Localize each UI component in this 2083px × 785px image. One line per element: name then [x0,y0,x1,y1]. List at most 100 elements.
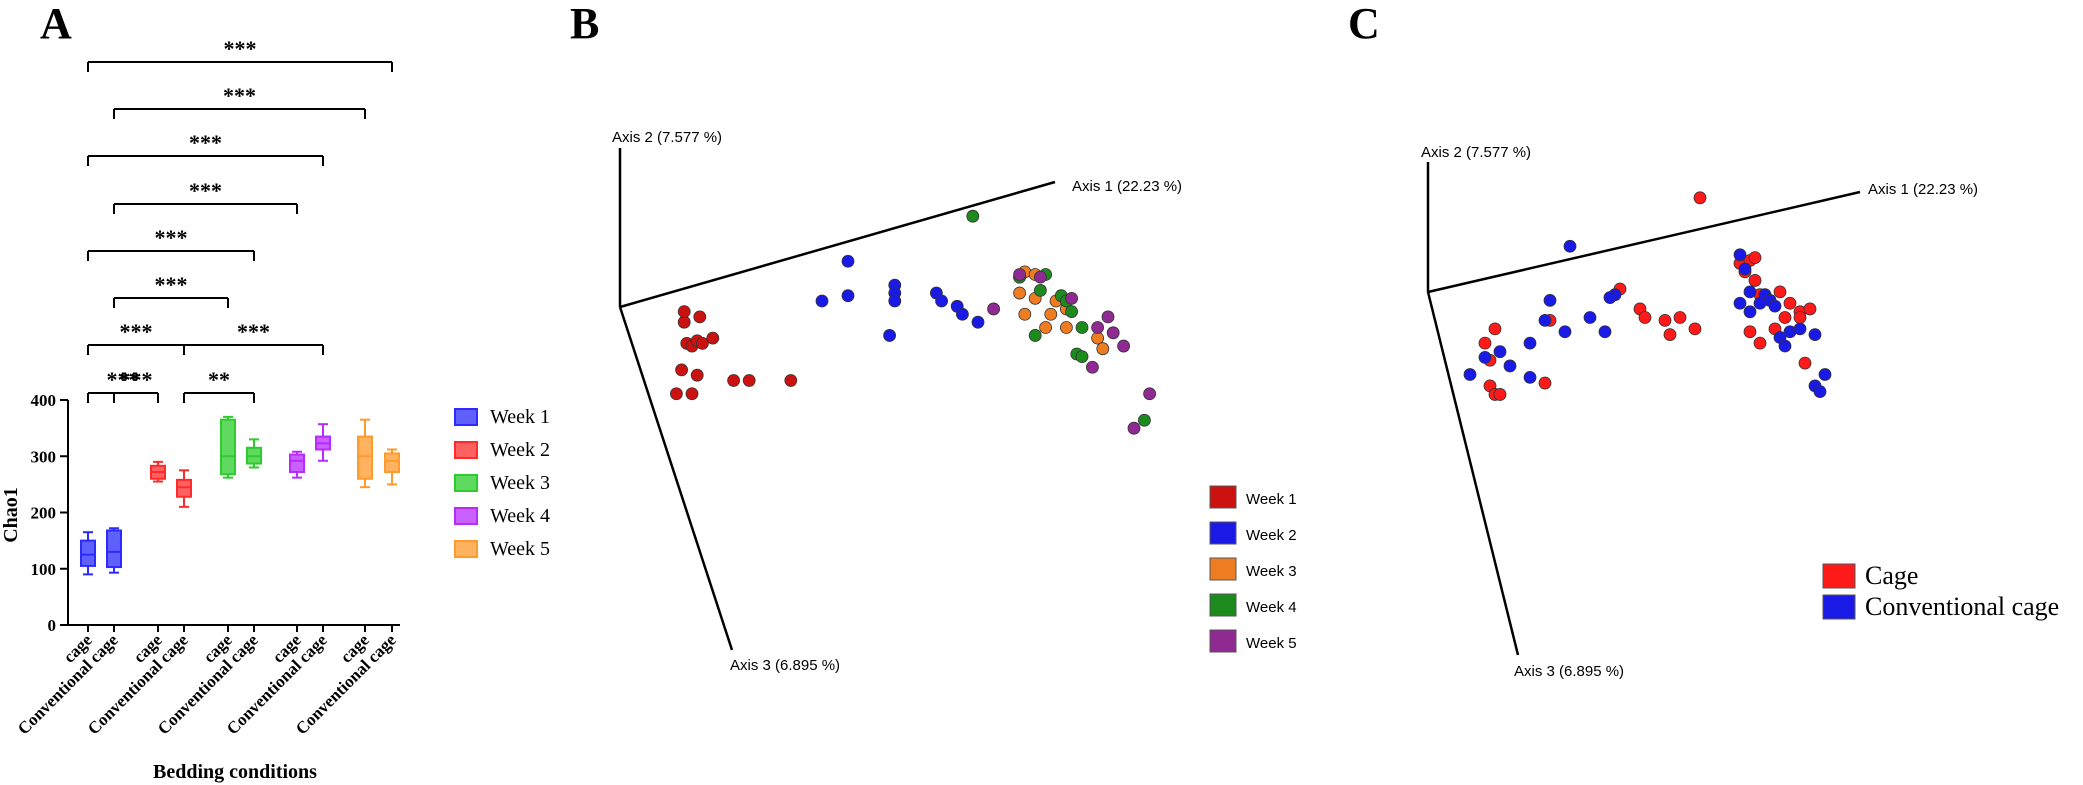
point-week-5 [1101,310,1115,324]
point-week-2 [883,329,896,342]
significance-bracket: *** [87,225,255,261]
point-conventional-cage [1538,313,1552,327]
point-week-1 [675,363,688,377]
point-conventional-cage [1818,368,1832,381]
pcoa-axes [618,148,1056,651]
legend-swatch [1822,563,1856,589]
point-conventional-cage [1793,322,1807,336]
box-3-conventional-cage [246,438,262,469]
legend-swatch [454,441,478,459]
legend-item: Week 2 [1209,521,1297,545]
point-conventional-cage [1768,299,1782,313]
legend-item: Cage [1822,561,1918,590]
point-week-1 [690,368,704,382]
panel-label-b: B [570,0,599,48]
point-week-1 [670,387,683,401]
legend-item: Week 3 [1209,557,1297,581]
box-5-conventional-cage [384,448,400,486]
legend-label: Week 3 [1246,563,1297,580]
point-conventional-cage [1478,350,1492,364]
point-week-3 [1018,307,1032,321]
point-cage [1743,325,1757,339]
point-cage [1748,274,1762,287]
significance-label: *** [237,319,270,344]
legend-label: Week 2 [1246,527,1297,544]
legend-swatch [1209,521,1237,545]
point-week-1 [727,374,740,387]
point-conventional-cage [1463,368,1477,381]
axis-2-label: Axis 2 (7.577 %) [1421,144,1531,161]
point-conventional-cage [1743,305,1757,319]
box-iqr [80,539,96,567]
pcoa-axes [1426,162,1861,656]
box-iqr [176,478,192,498]
significance-bracket: *** [113,178,298,214]
point-cage [1658,313,1672,327]
significance-label: *** [120,319,153,344]
point-cage [1803,302,1817,316]
legend-item: Week 3 [454,472,550,494]
significance-label: *** [223,83,256,108]
point-week-3 [1039,321,1052,334]
point-week-5 [987,302,1000,316]
legend-item: Week 4 [1209,593,1297,617]
legend-item: Week 1 [1209,485,1297,509]
y-axis-label: Chao1 [0,487,22,543]
significance-label: *** [155,225,188,250]
significance-label: *** [224,36,257,61]
point-cage [1478,336,1492,350]
pcoa-plot-week: Axis 1 (22.23 %) Axis 2 (7.577 %) Axis 3… [612,129,1297,674]
significance-label: *** [155,272,188,297]
legend-item: Week 2 [454,439,550,461]
point-week-3 [1044,307,1058,321]
pcoa-plot-bedding: Axis 1 (22.23 %) Axis 2 (7.577 %) Axis 3… [1421,144,2059,680]
axis-1-label: Axis 1 (22.23 %) [1072,178,1182,195]
axis-1-label: Axis 1 (22.23 %) [1868,181,1978,198]
legend-swatch [1209,557,1237,581]
x-axis-label: Bedding conditions [153,761,317,783]
significance-label: *** [107,367,140,392]
point-cage [1783,296,1797,310]
axis-1-line [619,180,1056,309]
box-4-cage [289,450,305,479]
point-week-1 [693,310,707,324]
box-iqr [106,529,122,569]
legend-item: Week 4 [454,505,550,527]
point-week-1 [685,387,699,401]
point-cage [1798,356,1812,370]
point-cage [1748,251,1762,265]
significance-label: *** [120,367,153,392]
point-cage [1638,311,1652,324]
point-conventional-cage [1493,345,1507,359]
point-week-3 [1060,321,1073,334]
point-week-3 [1013,286,1026,300]
point-conventional-cage [1808,328,1822,342]
point-cage [1538,376,1552,390]
axis-1-line [1427,190,1861,294]
point-week-4 [1065,305,1078,319]
point-week-5 [1065,291,1078,305]
point-week-5 [1013,268,1026,281]
point-conventional-cage [1523,370,1537,384]
point-conventional-cage [1813,385,1827,399]
significance-label: *** [189,130,222,155]
point-cage [1493,388,1507,401]
point-week-5 [1106,326,1120,340]
point-week-3 [1096,342,1110,356]
point-week-2 [841,254,855,268]
point-week-4 [1075,350,1089,364]
point-week-4 [1028,329,1042,342]
legend-item: Week 5 [1209,629,1297,653]
y-tick-label: 300 [31,447,57,466]
legend-swatch [1209,485,1237,509]
point-week-2 [815,294,829,308]
box-2-cage [150,460,166,483]
point-conventional-cage [1603,291,1617,304]
legend-label: Week 5 [490,538,550,560]
point-conventional-cage [1583,311,1597,324]
point-conventional-cage [1598,325,1612,339]
point-week-5 [1091,321,1104,334]
point-cage [1663,328,1677,342]
box-iqr [289,453,305,473]
significance-bracket: *** [87,367,159,403]
